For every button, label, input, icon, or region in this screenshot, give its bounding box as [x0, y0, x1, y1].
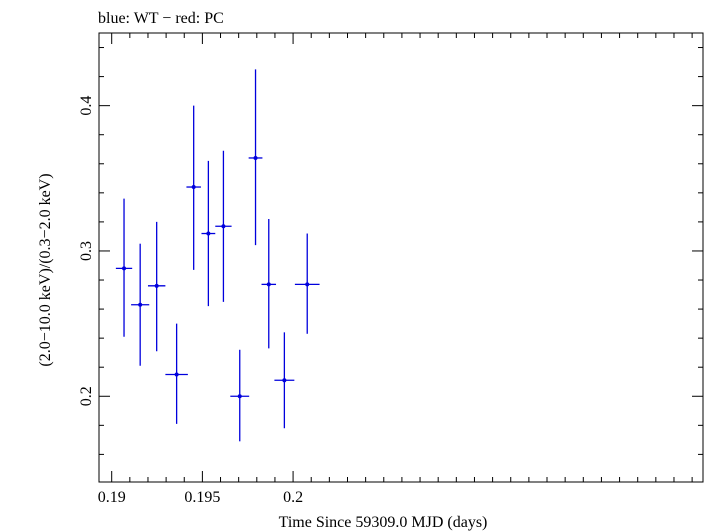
data-point — [261, 218, 277, 349]
x-tick-label: 0.2 — [283, 489, 303, 506]
point-marker — [154, 283, 159, 288]
y-tick-label: 0.4 — [78, 96, 95, 116]
point-marker — [122, 266, 127, 271]
y-axis-ticks: 0.2 0.3 0.4 — [78, 47, 703, 455]
y-tick-label: 0.2 — [78, 386, 95, 406]
x-axis-label: Time Since 59309.0 MJD (days) — [279, 514, 488, 531]
point-marker — [237, 394, 242, 399]
data-point — [131, 243, 150, 366]
y-axis-label: (2.0−10.0 keV)/(0.3−2.0 keV) — [37, 173, 54, 366]
data-point — [147, 221, 166, 352]
point-marker — [138, 302, 143, 307]
point-marker — [191, 185, 196, 190]
point-marker — [253, 155, 258, 160]
data-points — [115, 69, 320, 442]
point-marker — [305, 282, 310, 287]
data-point — [274, 332, 295, 429]
point-marker — [282, 378, 287, 383]
x-tick-label: 0.19 — [98, 489, 126, 506]
point-marker — [221, 224, 226, 229]
data-point — [165, 323, 188, 424]
point-marker — [206, 231, 211, 236]
x-tick-label: 0.195 — [184, 489, 220, 506]
plot-frame — [98, 32, 704, 483]
data-point — [294, 233, 320, 334]
point-marker — [266, 282, 271, 287]
point-marker — [174, 372, 179, 377]
x-axis-ticks: 0.19 0.195 0.2 — [98, 33, 693, 506]
data-point — [248, 69, 263, 246]
data-point — [230, 349, 250, 442]
data-point — [186, 105, 201, 270]
data-point — [215, 150, 232, 302]
chart-title: blue: WT − red: PC — [98, 10, 224, 27]
data-point — [201, 160, 216, 307]
y-tick-label: 0.3 — [78, 241, 95, 261]
data-point — [115, 198, 133, 337]
